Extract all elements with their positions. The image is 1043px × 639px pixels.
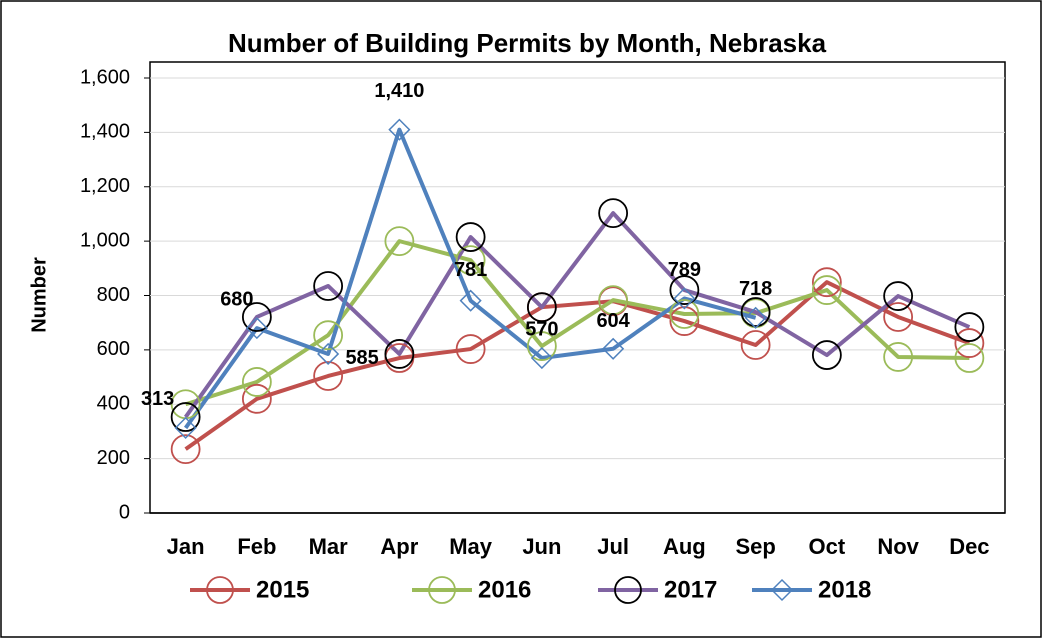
data-point bbox=[883, 281, 914, 311]
data-point bbox=[526, 331, 557, 361]
x-tick-label: Aug bbox=[663, 534, 706, 559]
x-tick-label: Jun bbox=[522, 534, 561, 559]
data-label: 570 bbox=[525, 318, 558, 340]
data-point bbox=[313, 361, 344, 391]
data-point bbox=[602, 337, 625, 360]
legend-label: 2016 bbox=[478, 576, 531, 603]
legend-label: 2017 bbox=[664, 576, 717, 603]
x-tick-label: Mar bbox=[309, 534, 349, 559]
x-tick-label: Feb bbox=[237, 534, 276, 559]
x-tick-label: May bbox=[449, 534, 493, 559]
x-tick-label: Oct bbox=[809, 534, 846, 559]
legend-marker bbox=[770, 578, 794, 602]
data-point bbox=[317, 342, 340, 366]
data-label: 604 bbox=[596, 310, 630, 332]
series-line bbox=[183, 211, 971, 419]
data-point bbox=[811, 340, 842, 370]
data-point bbox=[740, 297, 771, 327]
x-tick-label: Apr bbox=[380, 534, 418, 559]
data-label: 680 bbox=[220, 288, 253, 310]
y-tick-label: 1,600 bbox=[80, 66, 130, 88]
data-point bbox=[170, 402, 201, 432]
data-point bbox=[313, 271, 344, 301]
x-tick-label: Dec bbox=[949, 534, 989, 559]
data-point bbox=[669, 306, 700, 336]
y-tick-label: 1,200 bbox=[80, 175, 130, 197]
chart-title: Number of Building Permits by Month, Neb… bbox=[228, 28, 827, 58]
data-point bbox=[245, 317, 268, 340]
x-tick-label: Sep bbox=[735, 534, 775, 559]
data-point bbox=[459, 289, 482, 312]
data-label: 789 bbox=[668, 259, 701, 281]
data-point bbox=[740, 330, 771, 360]
data-point bbox=[388, 118, 411, 141]
data-point bbox=[669, 299, 700, 329]
data-point bbox=[744, 306, 767, 329]
data-label: 313 bbox=[141, 388, 174, 410]
y-tick-label: 1,000 bbox=[80, 229, 130, 251]
data-point bbox=[954, 312, 985, 342]
y-tick-label: 1,400 bbox=[80, 121, 130, 143]
data-point bbox=[530, 346, 553, 370]
data-point bbox=[811, 275, 842, 305]
data-point bbox=[384, 226, 415, 257]
legend-marker bbox=[614, 576, 642, 604]
data-point bbox=[241, 302, 272, 332]
data-point bbox=[883, 342, 914, 372]
data-point bbox=[170, 434, 201, 465]
x-tick-label: Nov bbox=[877, 534, 919, 559]
data-point bbox=[384, 339, 415, 369]
data-point bbox=[174, 416, 197, 439]
y-tick-label: 400 bbox=[97, 393, 130, 415]
data-point bbox=[954, 328, 985, 358]
data-point bbox=[811, 267, 842, 298]
data-point bbox=[883, 302, 914, 332]
data-point bbox=[669, 275, 700, 305]
data-point bbox=[954, 343, 985, 373]
data-label: 585 bbox=[345, 347, 378, 369]
y-axis-label: Number bbox=[28, 257, 50, 333]
data-label: 718 bbox=[739, 278, 772, 300]
data-point bbox=[313, 320, 344, 351]
legend-label: 2018 bbox=[818, 576, 871, 603]
data-point bbox=[455, 245, 486, 276]
y-tick-label: 800 bbox=[97, 284, 130, 306]
data-point bbox=[598, 198, 629, 229]
legend-marker bbox=[428, 576, 456, 604]
series-line bbox=[183, 127, 757, 430]
x-tick-label: Jan bbox=[167, 534, 205, 559]
data-point bbox=[526, 292, 557, 323]
data-point bbox=[455, 334, 486, 364]
x-tick-label: Jul bbox=[597, 534, 629, 559]
y-tick-label: 600 bbox=[97, 338, 130, 360]
data-point bbox=[241, 383, 272, 414]
data-point bbox=[455, 222, 486, 252]
legend-marker bbox=[206, 576, 234, 604]
y-tick-label: 200 bbox=[97, 447, 130, 469]
data-point bbox=[241, 367, 272, 397]
legend-label: 2015 bbox=[256, 576, 309, 603]
data-point bbox=[598, 285, 629, 316]
data-label: 781 bbox=[454, 259, 487, 281]
data-label: 1,410 bbox=[374, 80, 424, 102]
data-point bbox=[673, 287, 696, 310]
y-tick-label: 0 bbox=[119, 501, 130, 523]
